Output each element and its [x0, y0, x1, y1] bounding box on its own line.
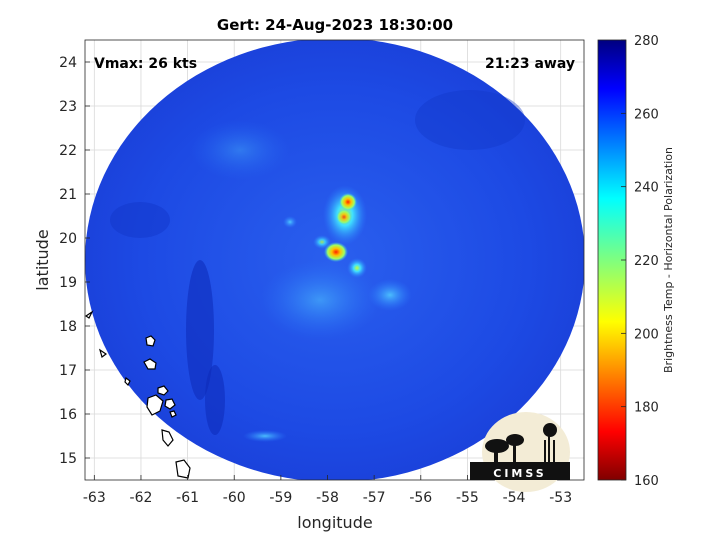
- cold-band: [415, 90, 525, 150]
- x-tick-label: -55: [456, 490, 479, 506]
- x-tick-label: -63: [83, 490, 106, 506]
- convection: [283, 216, 297, 228]
- colorbar-tick-label: 240: [634, 181, 659, 196]
- colorbar-tick-label: 280: [634, 34, 659, 49]
- warm-patch: [243, 430, 287, 442]
- colorbar-label: Brightness Temp - Horizontal Polarizatio…: [662, 147, 675, 373]
- island: [157, 385, 169, 396]
- x-tick-label: -59: [269, 490, 292, 506]
- x-tick-label: -62: [130, 490, 153, 506]
- convection: [339, 193, 357, 211]
- logo-silhouette: [470, 423, 570, 480]
- colorbar-tick-label: 260: [634, 107, 659, 122]
- island: [169, 410, 177, 418]
- island: [143, 358, 157, 370]
- x-tick-label: -53: [549, 490, 572, 506]
- colorbar-tick-label: 180: [634, 401, 659, 416]
- plot-title: Gert: 24-Aug-2023 18:30:00: [217, 16, 453, 34]
- island: [164, 398, 176, 410]
- vmax-annotation: Vmax: 26 kts: [94, 56, 197, 72]
- island: [145, 335, 156, 347]
- y-tick-label: 24: [59, 55, 77, 71]
- x-tick-label: -54: [503, 490, 526, 506]
- colorbar-tick-label: 200: [634, 327, 659, 342]
- y-axis-ticks: 15 16 17 18 19 20 21 22 23 24: [59, 55, 90, 467]
- y-tick-label: 16: [59, 407, 77, 423]
- y-tick-label: 20: [59, 231, 77, 247]
- warm-patch: [190, 120, 290, 180]
- island: [175, 459, 191, 479]
- island: [85, 310, 94, 319]
- convection: [313, 235, 331, 249]
- y-tick-label: 21: [59, 187, 77, 203]
- away-annotation: 21:23 away: [485, 56, 575, 72]
- convection: [336, 209, 352, 225]
- y-tick-label: 17: [59, 363, 77, 379]
- island: [146, 394, 164, 416]
- cold-band: [110, 202, 170, 238]
- colorbar-ticks: 160 180 200 220 240 260 280: [621, 34, 659, 489]
- y-tick-label: 22: [59, 143, 77, 159]
- island: [124, 376, 131, 387]
- cold-band: [205, 365, 225, 435]
- y-tick-label: 18: [59, 319, 77, 335]
- island: [98, 348, 108, 359]
- convection: [347, 258, 367, 278]
- y-tick-label: 19: [59, 275, 77, 291]
- x-tick-label: -56: [409, 490, 432, 506]
- coastlines: [85, 310, 191, 479]
- logo-text: CIMSS: [493, 467, 546, 480]
- convection: [324, 242, 348, 262]
- y-tick-label: 23: [59, 99, 77, 115]
- x-axis-ticks: -63 -62 -61 -60 -59 -58 -57 -56 -55 -54 -53: [83, 475, 572, 506]
- island: [161, 429, 174, 447]
- cold-band: [186, 260, 214, 400]
- x-tick-label: -61: [176, 490, 199, 506]
- swath-image: [85, 40, 584, 480]
- warm-patch: [260, 260, 380, 340]
- x-tick-label: -57: [363, 490, 386, 506]
- axes-frame: [84, 39, 585, 481]
- cimss-logo: CIMSS: [470, 412, 570, 492]
- x-tick-label: -58: [316, 490, 339, 506]
- x-tick-label: -60: [223, 490, 246, 506]
- y-tick-label: 15: [59, 451, 77, 467]
- warm-patch: [368, 279, 412, 311]
- colorbar-tick-label: 220: [634, 254, 659, 269]
- colorbar-tick-label: 160: [634, 474, 659, 489]
- y-axis-label: latitude: [33, 229, 52, 290]
- x-axis-label: longitude: [297, 513, 372, 532]
